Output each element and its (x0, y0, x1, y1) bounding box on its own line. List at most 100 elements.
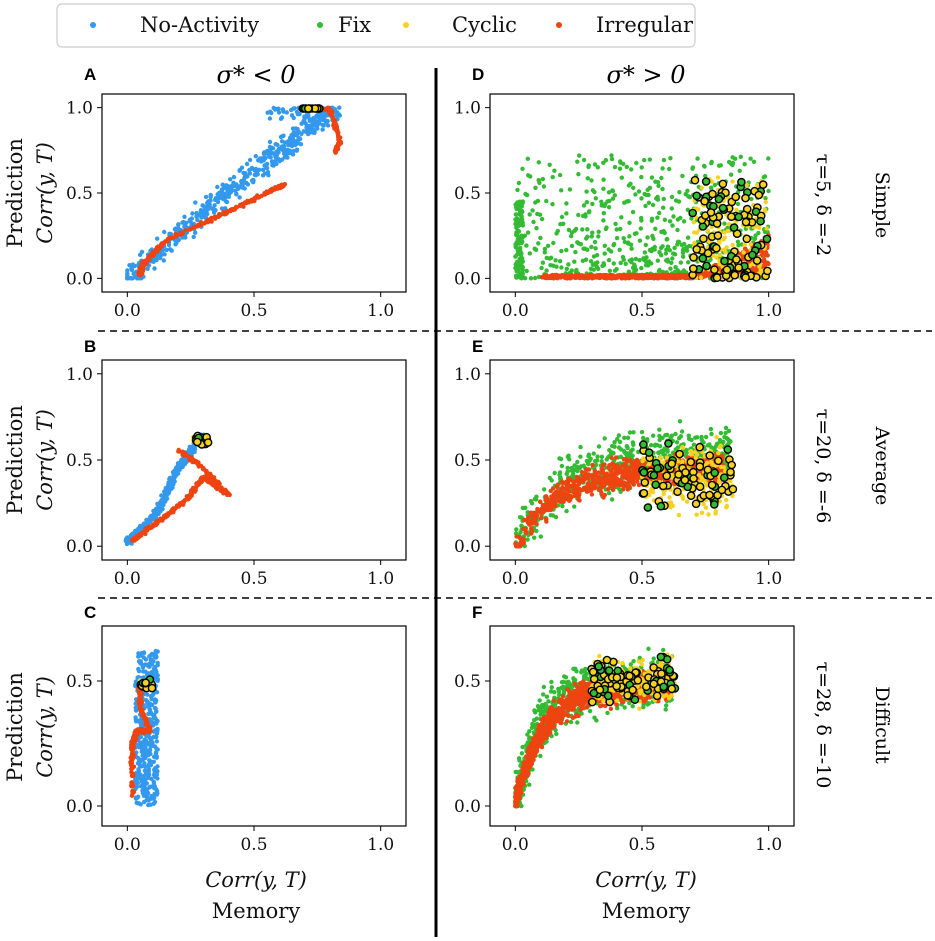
point (618, 159, 623, 164)
point (271, 105, 276, 111)
legend-marker-no-activity (90, 22, 96, 28)
point (612, 193, 617, 198)
point (267, 144, 273, 150)
point (757, 264, 762, 269)
point (728, 172, 734, 177)
point (599, 454, 605, 459)
point (645, 187, 650, 192)
point (681, 241, 687, 247)
point (655, 215, 660, 220)
point (627, 430, 633, 435)
point (590, 230, 595, 235)
highlighted-point (203, 438, 213, 447)
point (176, 503, 182, 508)
point (316, 114, 322, 120)
point (686, 433, 691, 438)
y-tick-label: 0.5 (66, 451, 93, 471)
point (515, 187, 520, 193)
point (299, 131, 304, 137)
point (335, 127, 340, 132)
point (317, 119, 322, 125)
highlighted-point (692, 244, 702, 254)
highlighted-point (689, 264, 698, 273)
point (589, 178, 594, 183)
point (308, 117, 313, 122)
highlighted-point (703, 248, 713, 258)
point (751, 268, 756, 273)
point (673, 198, 679, 203)
point (527, 251, 532, 256)
point (208, 198, 213, 203)
point (630, 209, 636, 215)
point (159, 498, 164, 503)
point (284, 110, 289, 115)
point (601, 177, 606, 182)
series-irregular-B (129, 447, 232, 543)
point (593, 246, 598, 251)
point (705, 443, 711, 448)
point (517, 211, 522, 216)
point (735, 239, 741, 244)
point (239, 165, 245, 170)
column-title-left: σ* < 0 (216, 61, 295, 89)
point (592, 189, 597, 195)
point (677, 190, 682, 195)
point (539, 216, 545, 222)
point (253, 154, 258, 159)
point (125, 268, 130, 273)
panel-E-points (513, 419, 738, 549)
point (215, 184, 220, 190)
point (613, 221, 618, 227)
point (617, 439, 623, 445)
highlighted-point (748, 250, 757, 260)
highlighted-point (742, 234, 752, 244)
point (236, 184, 241, 189)
point (203, 215, 208, 220)
point (304, 115, 310, 120)
point (167, 231, 172, 236)
point (675, 217, 681, 222)
point (537, 180, 542, 185)
point (576, 212, 581, 218)
point (524, 243, 529, 248)
point (655, 258, 660, 263)
point (722, 235, 727, 240)
point (674, 440, 680, 445)
point (657, 427, 662, 432)
highlighted-point (741, 193, 750, 203)
point (575, 459, 580, 465)
point (557, 172, 563, 178)
point (559, 248, 564, 254)
point (642, 250, 647, 255)
highlighted-points-B (191, 431, 213, 449)
panel-letter-D: D (472, 65, 484, 84)
point (623, 457, 628, 462)
point (629, 167, 634, 172)
point (523, 505, 528, 510)
point (193, 230, 198, 235)
point (646, 200, 652, 205)
highlighted-point (706, 208, 716, 217)
point (649, 175, 655, 180)
point (542, 487, 547, 492)
point (763, 196, 768, 201)
point (220, 182, 225, 187)
point (175, 466, 181, 472)
legend-box (56, 3, 696, 48)
point (564, 471, 569, 477)
point (520, 166, 525, 171)
point (595, 454, 600, 459)
point (594, 458, 600, 463)
x-tick-label: 1.0 (367, 569, 394, 589)
point (163, 495, 169, 500)
point (621, 236, 626, 241)
point (187, 451, 192, 456)
point (174, 240, 179, 245)
point (139, 249, 145, 255)
point (573, 249, 578, 255)
point (611, 241, 617, 247)
point (231, 174, 237, 180)
point (190, 211, 195, 216)
point (200, 203, 205, 208)
